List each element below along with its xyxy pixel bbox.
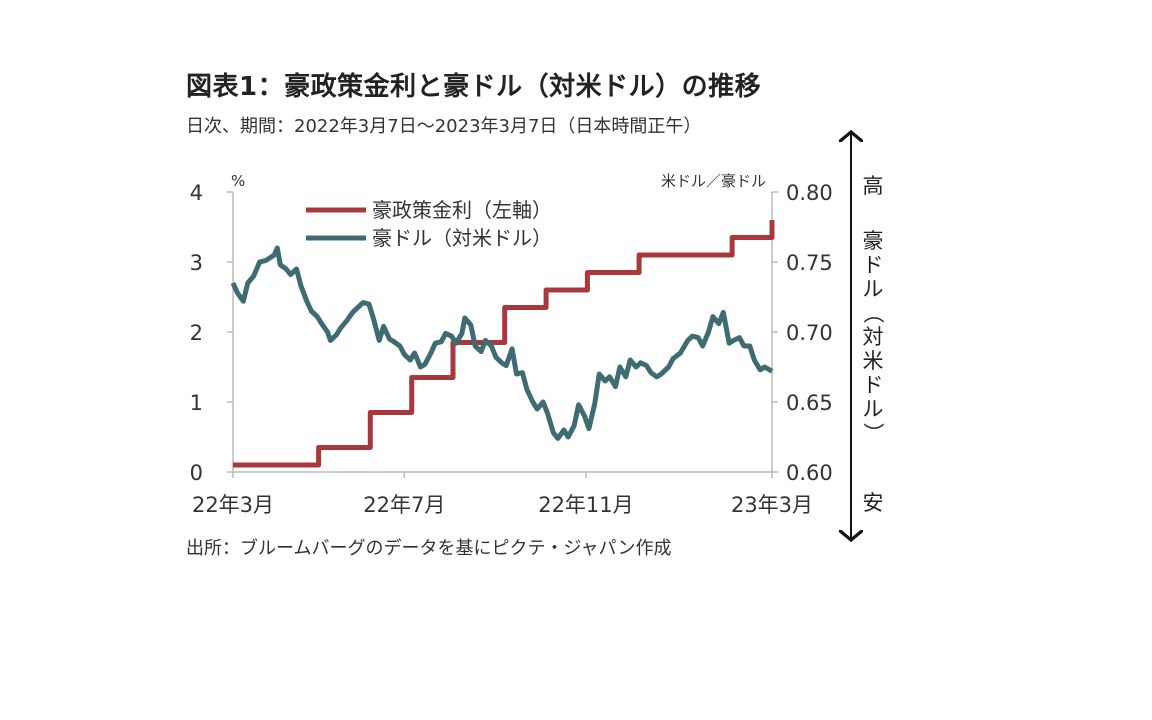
left-tick-label: 1 [190,391,203,415]
vertical-label-char: 対 [863,325,884,349]
left-tick-label: 0 [190,461,203,485]
rate-series-line [233,220,775,468]
right-tick-label: 0.60 [786,461,833,485]
left-tick-label: 2 [190,321,203,345]
legend: 豪政策金利（左軸） 豪ドル（対米ドル） [306,198,552,250]
vertical-label-char: ル [863,277,884,301]
vertical-label-char: ル [863,397,884,421]
vertical-label-char: （ [861,303,885,324]
vertical-label-char: 米 [863,349,884,373]
x-tick-label: 23年3月 [731,493,813,517]
x-tick-label: 22年11月 [538,493,633,517]
right-tick-label: 0.75 [786,251,833,275]
axes: 0 1 2 3 4 % 0.60 0.65 0.70 0.75 0.80 米ドル／豪ドル 22年3月 22… [190,172,833,517]
x-tick-label: 22年3月 [192,493,274,517]
aud-series-line [230,245,774,441]
right-tick-label: 0.70 [786,321,833,345]
source-note: 出所：ブルームバーグのデータを基にピクテ・ジャパン作成 [186,538,672,559]
x-tick-label: 22年7月 [363,493,445,517]
left-axis-unit: % [231,172,245,190]
low-label: 安 [863,491,884,515]
vertical-label-char: ド [863,253,884,277]
left-tick-label: 3 [190,251,203,275]
left-tick-label: 4 [190,181,203,205]
high-label: 高 [863,174,884,198]
chart-subtitle: 日次、期間：2022年3月7日～2023年3月7日（日本時間正午） [186,116,702,137]
chart-title: 図表1：豪政策金利と豪ドル（対米ドル）の推移 [186,72,762,102]
right-tick-label: 0.80 [786,181,833,205]
right-tick-label: 0.65 [786,391,833,415]
vertical-label-char: ） [861,423,885,444]
legend-label: 豪ドル（対米ドル） [372,226,552,250]
legend-label: 豪政策金利（左軸） [372,198,552,222]
right-axis-unit: 米ドル／豪ドル [661,172,766,190]
vertical-label-char: 豪 [863,229,884,253]
vertical-label-char: ド [863,373,884,397]
series-layer [230,220,775,468]
